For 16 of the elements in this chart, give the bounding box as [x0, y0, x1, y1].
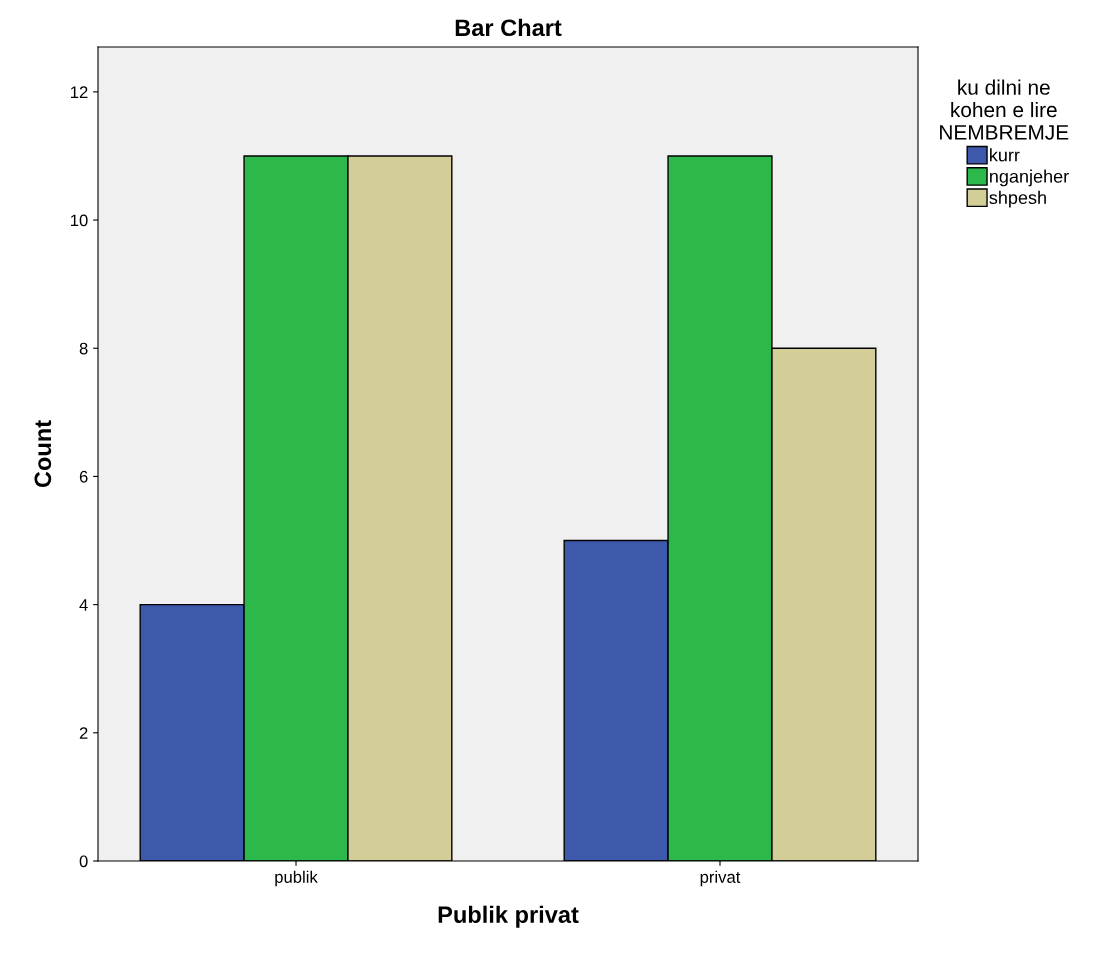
y-tick-label: 2 — [79, 727, 88, 739]
chart-title: Bar Chart — [455, 18, 562, 37]
y-tick-label: 0 — [79, 855, 88, 868]
x-tick-label: publik — [275, 870, 318, 887]
y-tick-label: 10 — [71, 214, 88, 227]
x-axis-title: Publik privat — [438, 905, 579, 928]
y-tick-label: 12 — [71, 86, 88, 98]
y-tick-label: 8 — [79, 342, 88, 355]
legend-label: nganjeher — [990, 169, 1069, 187]
y-axis-title: Count — [34, 420, 52, 488]
legend-label: shpesh — [989, 190, 1046, 208]
x-tick-label: privat — [700, 870, 741, 887]
y-tick-label: 4 — [79, 599, 88, 611]
y-tick-label: 6 — [79, 470, 88, 483]
legend-title: ku dilni ne kohen e lire NEMBREMJE — [940, 79, 1069, 140]
legend-label: kurr — [990, 148, 1020, 162]
